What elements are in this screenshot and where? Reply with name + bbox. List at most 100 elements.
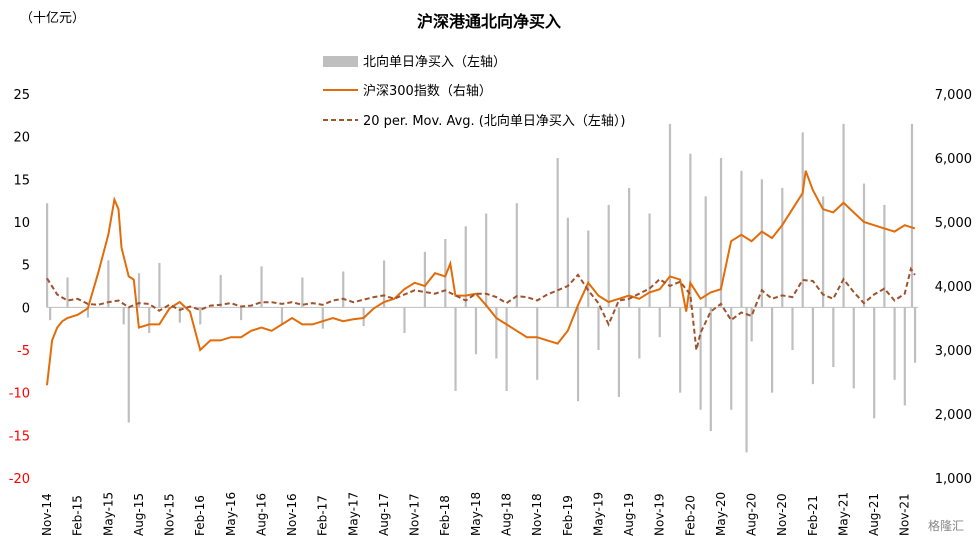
bar [811,307,815,385]
left-tick-label: -20 [9,472,30,487]
bar [49,307,52,321]
left-axis: 25 20 15 10 5 0 -5 -10 -15 -20 [9,88,30,487]
x-axis: Nov-14 Feb-15 May-15 Aug-15 Nov-15 Feb-16 May-… [40,492,912,536]
bar [199,307,202,325]
legend-label-line: 沪深300指数（右轴） [363,83,492,99]
bar [822,196,825,308]
bar [46,203,49,308]
x-tick-label: Aug-21 [867,493,881,536]
x-tick-label: Nov-17 [408,493,422,536]
bar [454,307,457,391]
right-tick-label: 4,000 [935,280,972,295]
x-tick-label: Nov-16 [285,493,299,536]
bar [760,179,763,308]
bar [122,307,125,325]
bar [403,307,406,333]
x-tick-label: Feb-18 [438,495,452,536]
bar [750,307,753,342]
bar [842,123,845,308]
right-tick-label: 3,000 [935,344,972,359]
bar [740,170,743,308]
left-tick-label: 15 [13,173,30,188]
bar [910,123,914,308]
legend-swatch-bar [323,56,358,67]
bar [638,307,641,359]
bar [474,307,478,355]
bar [745,307,748,453]
bar [260,266,263,308]
bar [515,203,518,308]
bar [321,307,324,329]
bar [704,196,707,308]
x-tick-label: Feb-15 [71,495,85,536]
bar [770,307,774,393]
x-tick-label: May-15 [101,492,115,536]
bar [566,217,569,308]
bar [699,307,702,410]
left-tick-label: -5 [17,344,30,359]
bar [730,307,733,410]
bar [137,273,141,308]
bar [382,260,386,308]
x-tick-label: Aug-16 [254,493,268,536]
x-tick-label: Feb-16 [193,495,207,536]
bar [903,307,906,406]
chart-title: 沪深港通北向净买入 [417,12,561,31]
bar [893,307,896,380]
bar [607,204,610,308]
x-tick-label: Aug-18 [499,493,513,536]
x-tick-label: May-19 [591,492,605,536]
bar [444,239,447,308]
legend-label-bar: 北向单日净买入（左轴） [363,54,506,70]
x-tick-label: May-18 [469,492,483,536]
legend: 北向单日净买入（左轴） 沪深300指数（右轴） 20 per. Mov. Avg… [323,54,625,129]
x-tick-label: Aug-17 [377,493,391,536]
bar [883,204,886,308]
bar [587,230,590,308]
bar [148,307,151,333]
x-tick-label: May-21 [836,492,850,536]
left-tick-label: 10 [13,216,30,231]
bar [158,262,161,308]
bar [301,277,304,308]
x-tick-label: Feb-17 [316,495,330,536]
bar [679,307,682,393]
x-tick-label: May-20 [714,492,728,536]
x-tick-label: May-17 [346,492,360,536]
bar [781,187,784,308]
bar [852,307,855,389]
right-tick-label: 2,000 [935,408,972,423]
bar [556,158,559,308]
watermark: 格隆汇 [928,518,964,533]
bar [107,260,110,308]
x-tick-label: Aug-15 [132,493,146,536]
left-tick-label: -15 [9,429,30,444]
right-axis: 7,000 6,000 5,000 4,000 3,000 2,000 1,000 [935,88,972,487]
bar [219,274,222,308]
x-tick-label: Nov-20 [775,493,789,536]
x-tick-label: Nov-15 [163,493,177,536]
bar [913,307,917,363]
bar [66,277,69,308]
left-tick-label: -10 [9,387,30,402]
line-series-index [46,170,916,386]
bar [342,271,345,308]
bar [485,213,488,308]
bar [495,307,498,359]
left-axis-unit: （十亿元） [20,11,85,26]
x-tick-label: Aug-19 [622,493,636,536]
x-tick-label: Nov-14 [40,493,54,536]
bar-series [46,123,917,453]
right-tick-label: 7,000 [935,88,972,103]
bar [791,307,794,350]
bar [240,307,243,321]
bar [536,307,539,380]
bar [423,251,427,308]
legend-label-dashed: 20 per. Mov. Avg. (北向单日净买入（左轴）) [363,113,625,129]
bar [280,307,284,325]
line-series-moving-average [46,266,916,351]
bar [505,307,508,391]
bar [617,307,621,397]
bar [86,307,90,318]
left-tick-label: 20 [13,131,30,146]
